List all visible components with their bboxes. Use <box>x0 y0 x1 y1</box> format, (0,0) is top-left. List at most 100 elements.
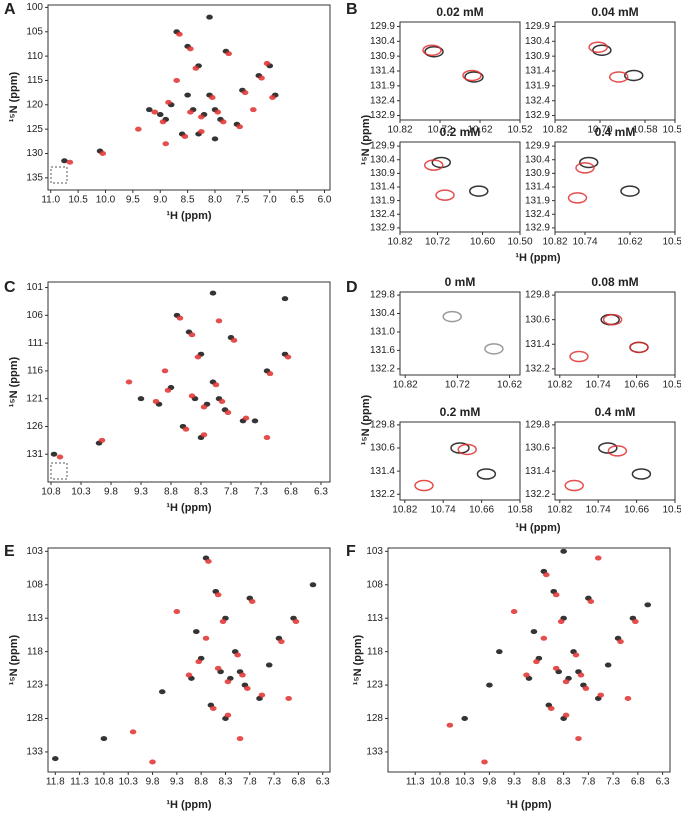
peak <box>266 371 274 377</box>
x-tick-label: 6.3 <box>656 777 670 788</box>
plot-frame <box>554 421 676 501</box>
x-tick-label: 10.74 <box>586 380 611 391</box>
x-tick-label: 6.8 <box>631 777 645 788</box>
peak <box>198 129 205 135</box>
peak <box>188 393 196 399</box>
peak <box>540 635 548 641</box>
peak <box>588 41 608 53</box>
plot-frame <box>399 421 521 501</box>
peak <box>481 759 488 765</box>
x-tick-label: 10.3 <box>455 777 475 788</box>
peak <box>151 109 159 115</box>
peak <box>309 582 317 588</box>
x-tick-label: 11.3 <box>70 777 89 788</box>
peak <box>575 162 595 174</box>
x-tick-label: 7.8 <box>224 487 238 498</box>
peak <box>173 77 180 83</box>
y-tick-label: 133 <box>366 747 383 758</box>
peak <box>152 398 160 404</box>
x-tick-label: 10.82 <box>542 237 567 248</box>
peak <box>557 619 565 625</box>
peak <box>214 592 222 598</box>
peak <box>644 602 652 608</box>
x-tick-label: 9.0 <box>153 195 167 206</box>
peak <box>620 185 640 197</box>
x-tick-label: 11.8 <box>46 777 65 788</box>
peak <box>187 109 194 115</box>
x-tick-label: 7.3 <box>606 777 620 788</box>
y-tick-label: 101 <box>26 282 43 293</box>
peak <box>543 572 550 578</box>
x-tick-label: 10.74 <box>431 505 456 516</box>
peak <box>236 736 244 742</box>
y-tick-label: 128 <box>366 713 383 724</box>
peak <box>435 189 455 201</box>
peak <box>61 158 68 164</box>
x-tick-label: 10.74 <box>586 505 611 516</box>
plot-frame <box>399 21 521 121</box>
peak <box>137 396 145 402</box>
y-tick-label: 132.4 <box>370 209 395 220</box>
panel-letter: A <box>4 1 16 18</box>
x-tick-label: 9.3 <box>170 777 184 788</box>
y-tick-label: 131.9 <box>525 195 550 206</box>
peak <box>278 639 285 645</box>
x-tick-label: 7.8 <box>581 777 595 788</box>
y-tick-label: 131.4 <box>525 339 550 350</box>
panel-letter: F <box>346 543 356 560</box>
peak <box>632 619 639 625</box>
peak <box>149 759 156 765</box>
peak <box>192 65 200 71</box>
x-tick-label: 8.8 <box>194 777 208 788</box>
y-tick-label: 132.9 <box>370 223 395 234</box>
x-tick-label: 10.72 <box>427 125 452 136</box>
peak <box>219 119 227 125</box>
peak <box>484 343 504 355</box>
peak <box>181 133 189 139</box>
peak <box>214 665 222 671</box>
x-tick-label: 9.8 <box>104 487 118 498</box>
peak <box>476 468 497 480</box>
plot-frame <box>554 291 676 376</box>
peak <box>457 443 477 456</box>
x-tick-label: 8.8 <box>164 487 178 498</box>
x-tick-label: 10.66 <box>469 505 494 516</box>
plot-frame <box>554 141 676 233</box>
plot-frame <box>47 4 331 191</box>
peak <box>205 558 212 564</box>
peak <box>51 756 59 762</box>
y-tick-label: 118 <box>367 646 383 657</box>
plot-frame <box>387 547 671 773</box>
x-tick-label: 8.3 <box>194 487 208 498</box>
y-tick-label: 130.4 <box>525 154 550 165</box>
y-tick-label: 131.4 <box>370 66 395 77</box>
plot-frame <box>47 547 331 773</box>
y-tick-label: 129.8 <box>370 290 395 301</box>
peak <box>195 659 203 665</box>
peak <box>552 665 560 671</box>
x-tick-label: 10.50 <box>662 237 681 248</box>
peak <box>258 692 266 698</box>
peak <box>597 692 605 698</box>
y-tick-label: 129.8 <box>370 420 395 431</box>
subplot-title: 0.2 mM <box>440 125 481 139</box>
peak <box>461 716 468 722</box>
y-tick-label: 130.4 <box>370 154 395 165</box>
x-tick-label: 10.52 <box>507 125 532 136</box>
peak <box>624 69 644 82</box>
y-tick-label: 132.9 <box>370 110 395 121</box>
x-tick-label: 8.8 <box>532 777 546 788</box>
peak <box>631 468 652 480</box>
y-tick-label: 131.4 <box>370 466 395 477</box>
x-tick-label: 10.66 <box>624 505 649 516</box>
y-tick-label: 135 <box>26 172 43 183</box>
peak <box>284 354 292 360</box>
peak <box>161 368 169 374</box>
peak <box>422 44 442 56</box>
peak <box>269 95 276 101</box>
peak <box>281 296 289 302</box>
panel-letter: B <box>346 1 358 18</box>
y-tick-label: 130.9 <box>370 168 395 179</box>
y-tick-label: 131.4 <box>370 182 395 193</box>
subplot-title: 0.2 mM <box>440 405 481 419</box>
